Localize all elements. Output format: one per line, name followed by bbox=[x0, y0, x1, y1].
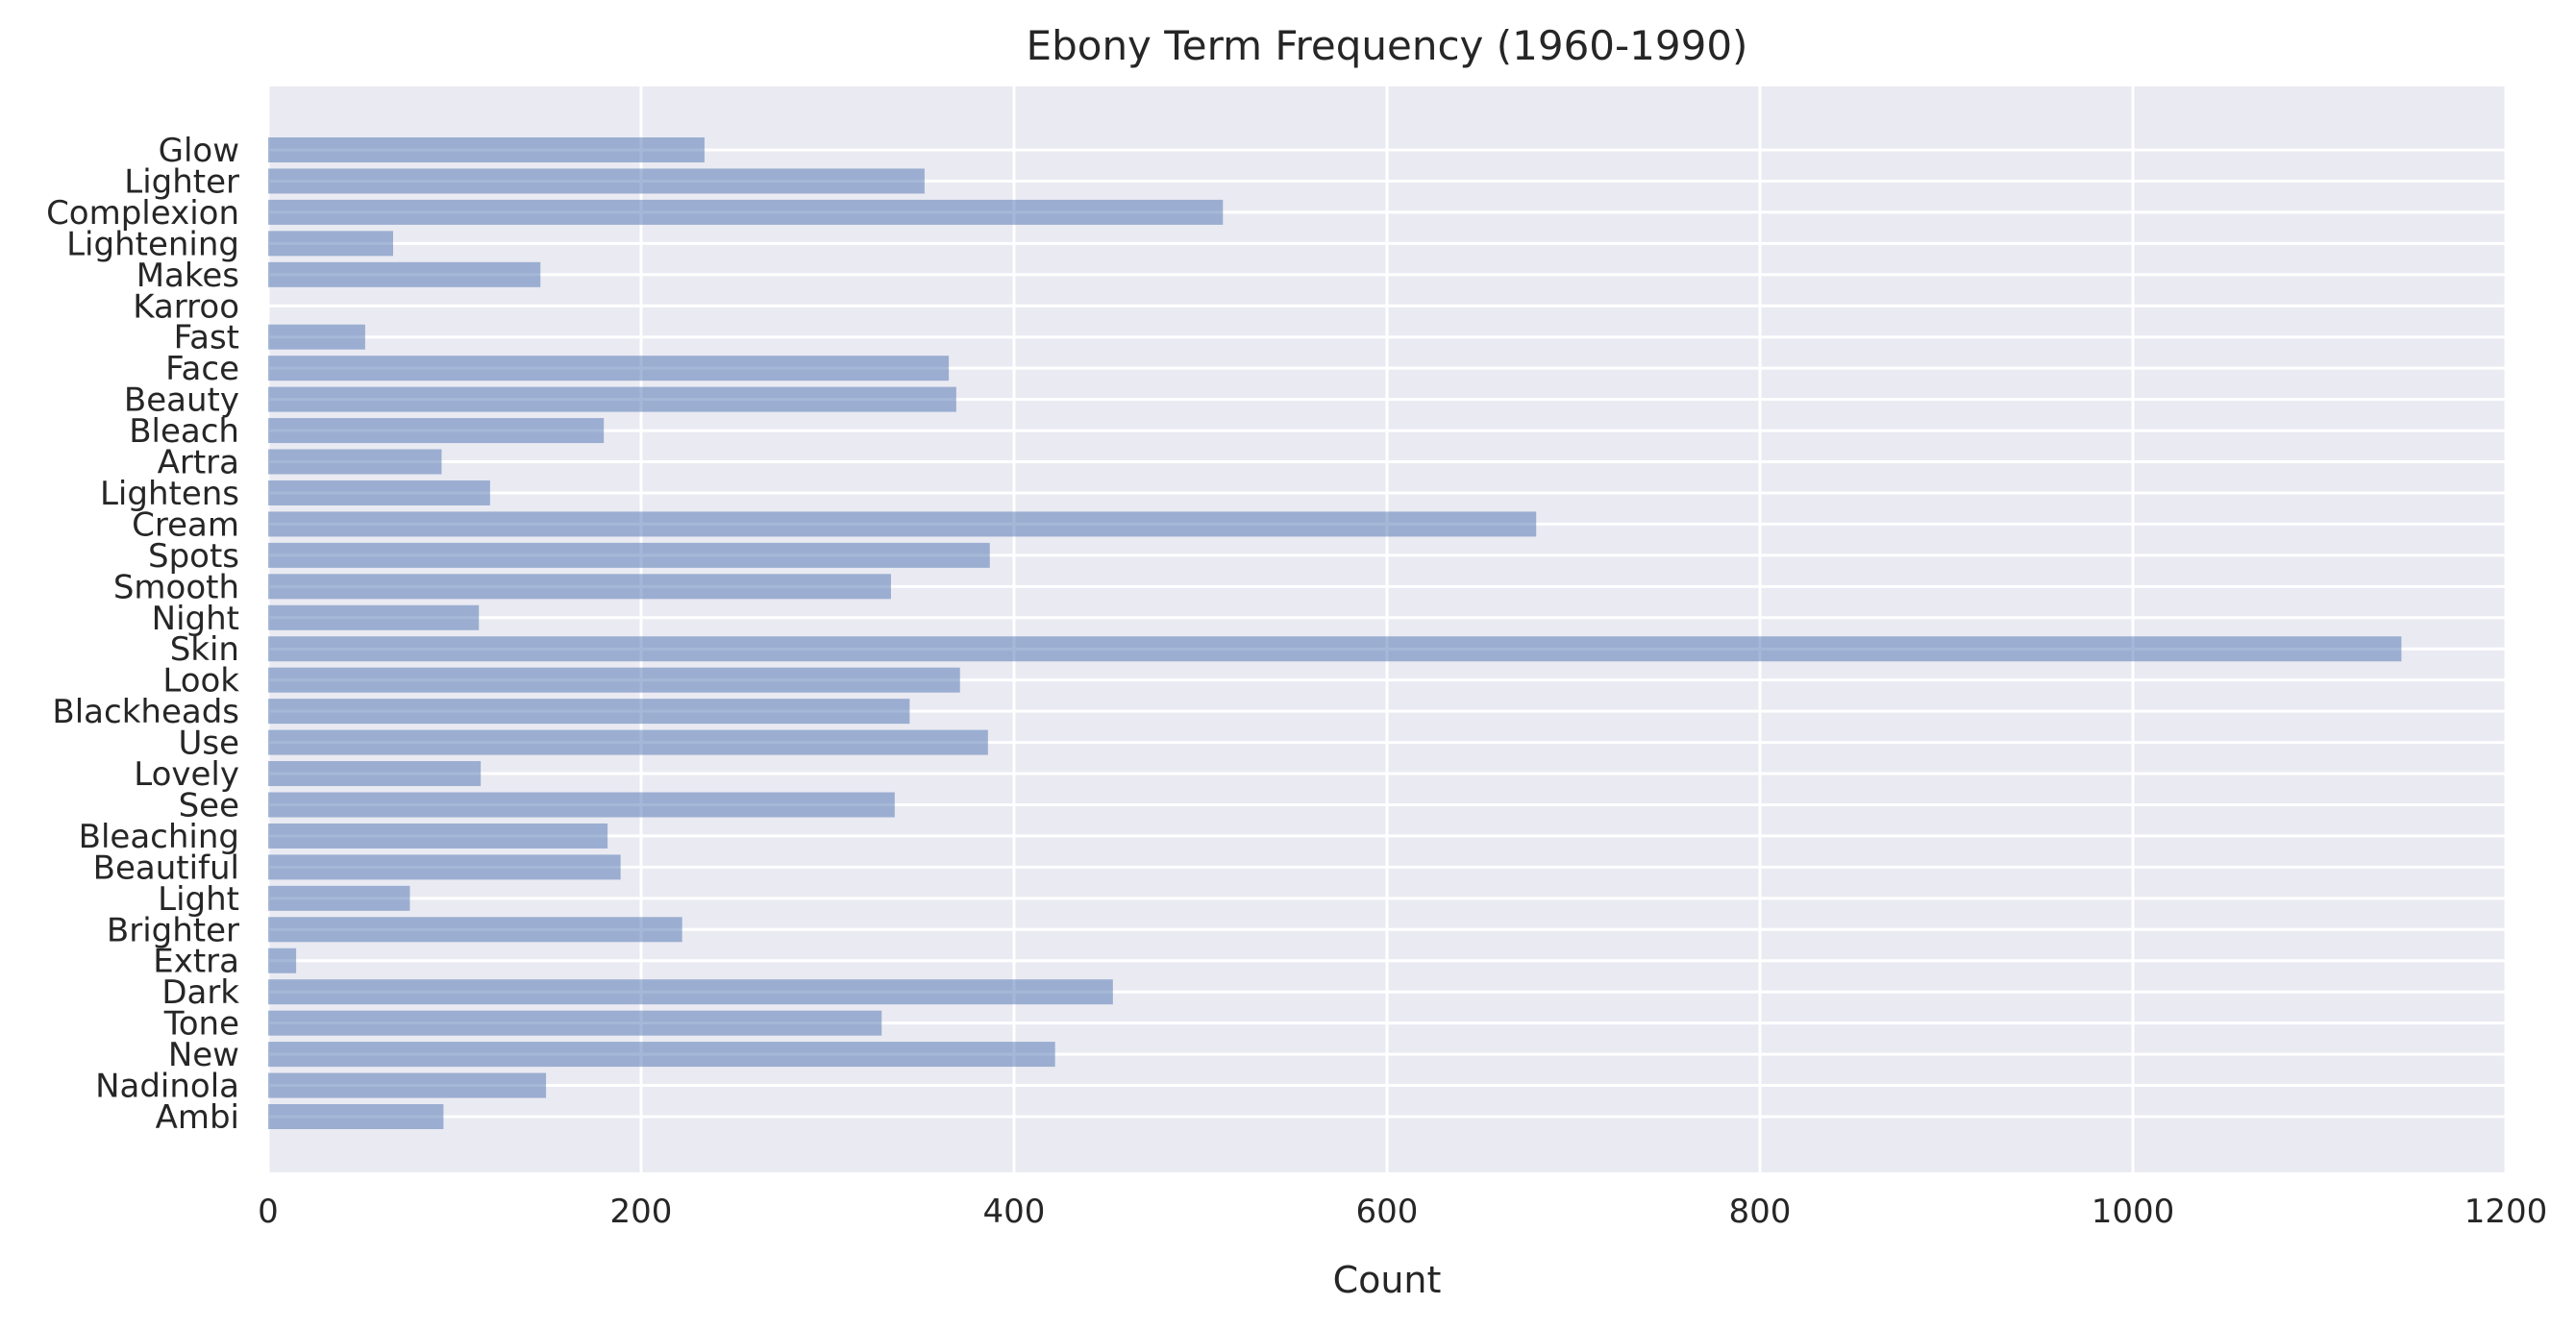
x-tick-label: 600 bbox=[1356, 1193, 1419, 1231]
y-axis-category-labels: GlowLighterComplexionLighteningMakesKarr… bbox=[46, 132, 239, 1137]
bar-lighter bbox=[268, 168, 925, 194]
y-tick-label: Tone bbox=[163, 1005, 239, 1044]
bar-light bbox=[268, 885, 410, 911]
bar-smooth bbox=[268, 574, 891, 600]
y-tick-label: Artra bbox=[158, 444, 239, 482]
y-tick-label: Fast bbox=[174, 319, 239, 357]
bar-spots bbox=[268, 542, 990, 568]
bar-lovely bbox=[268, 761, 482, 787]
y-tick-label: Lightening bbox=[66, 225, 239, 263]
x-tick-label: 0 bbox=[258, 1193, 279, 1231]
bar-skin bbox=[268, 636, 2402, 662]
bar-cream bbox=[268, 511, 1537, 537]
y-tick-label: Glow bbox=[159, 132, 239, 170]
y-tick-label: Brighter bbox=[107, 911, 239, 949]
y-tick-label: Look bbox=[162, 662, 239, 701]
y-tick-label: Lighter bbox=[124, 162, 239, 201]
bar-night bbox=[268, 604, 480, 630]
chart-title: Ebony Term Frequency (1960-1990) bbox=[1027, 22, 1748, 69]
bar-new bbox=[268, 1042, 1055, 1068]
y-tick-label: Blackheads bbox=[52, 693, 239, 731]
y-tick-label: Karroo bbox=[133, 287, 239, 326]
y-tick-label: Night bbox=[152, 600, 239, 638]
bars bbox=[268, 137, 2402, 1129]
y-tick-label: Spots bbox=[148, 537, 239, 576]
x-tick-label: 400 bbox=[983, 1193, 1046, 1231]
bar-lightens bbox=[268, 480, 490, 505]
bar-fast bbox=[268, 324, 365, 350]
bar-blackheads bbox=[268, 699, 910, 725]
y-tick-label: Light bbox=[158, 880, 239, 919]
gridlines bbox=[266, 86, 2508, 1172]
y-tick-label: Face bbox=[165, 350, 239, 388]
y-tick-label: Beautiful bbox=[93, 849, 239, 887]
x-tick-label: 1000 bbox=[2092, 1193, 2175, 1231]
bar-see bbox=[268, 792, 895, 818]
x-tick-label: 1200 bbox=[2465, 1193, 2548, 1231]
y-tick-label: Beauty bbox=[124, 381, 239, 420]
bar-brighter bbox=[268, 917, 682, 943]
y-tick-label: Lightens bbox=[100, 475, 239, 513]
bar-lightening bbox=[268, 231, 393, 257]
y-tick-label: Bleaching bbox=[79, 818, 239, 856]
bar-nadinola bbox=[268, 1072, 547, 1098]
x-tick-label: 200 bbox=[610, 1193, 673, 1231]
bar-makes bbox=[268, 261, 541, 287]
bar-extra bbox=[268, 948, 297, 973]
y-tick-label: Ambi bbox=[156, 1098, 239, 1137]
bar-tone bbox=[268, 1010, 882, 1036]
y-tick-label: Use bbox=[178, 725, 239, 763]
bar-use bbox=[268, 729, 988, 755]
y-tick-label: New bbox=[168, 1036, 239, 1074]
bar-beauty bbox=[268, 386, 956, 412]
bar-glow bbox=[268, 137, 705, 162]
bar-ambi bbox=[268, 1104, 444, 1129]
bar-bleaching bbox=[268, 823, 608, 849]
y-tick-label: Bleach bbox=[129, 412, 239, 451]
bar-beautiful bbox=[268, 854, 621, 880]
x-tick-label: 800 bbox=[1729, 1193, 1792, 1231]
y-tick-label: Nadinola bbox=[95, 1068, 239, 1106]
y-tick-label: Skin bbox=[170, 630, 239, 669]
bar-complexion bbox=[268, 199, 1224, 225]
y-tick-label: Dark bbox=[161, 973, 239, 1012]
y-tick-label: Makes bbox=[136, 257, 239, 295]
bar-bleach bbox=[268, 418, 605, 444]
y-tick-label: Lovely bbox=[134, 755, 239, 794]
y-tick-label: Extra bbox=[153, 943, 239, 981]
bar-artra bbox=[268, 449, 442, 475]
y-tick-label: Cream bbox=[132, 505, 239, 544]
x-axis-title: Count bbox=[1333, 1259, 1442, 1301]
y-tick-label: See bbox=[179, 786, 239, 824]
x-axis-tick-labels: 0 200 400 600 800 1000 1200 bbox=[258, 1193, 2547, 1231]
y-tick-label: Complexion bbox=[46, 194, 239, 233]
bar-look bbox=[268, 667, 960, 693]
bar-dark bbox=[268, 979, 1113, 1005]
bar-face bbox=[268, 356, 950, 381]
y-tick-label: Smooth bbox=[113, 568, 239, 606]
